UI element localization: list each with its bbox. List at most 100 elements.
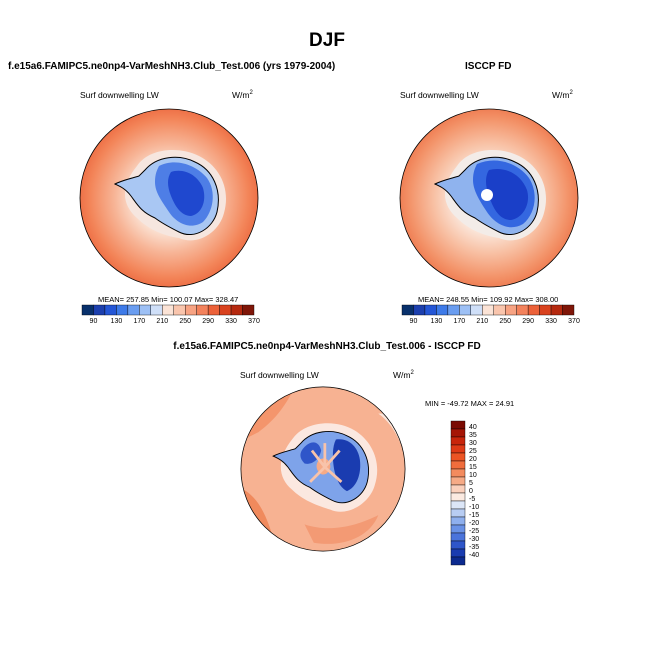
- obs-colorbar-tick-label: 210: [476, 318, 489, 325]
- obs-antarctica-deep: [486, 168, 529, 220]
- obs-colorbar-ticks: 90 130 170 210 250 290 330 370: [402, 318, 580, 328]
- diff-panel-title: f.e15a6.FAMIPC5.ne0np4-VarMeshNH3.Club_T…: [173, 341, 481, 352]
- obs-colorbar-tick-label: 290: [522, 318, 534, 325]
- model-colorbar-swatch: [207, 304, 220, 316]
- figure-title: DJF: [309, 30, 345, 51]
- diff-colorbar-swatch: [450, 444, 466, 454]
- diff-colorbar-swatch: [450, 460, 466, 470]
- diff-colorbar-swatch: [450, 516, 466, 526]
- model-colorbar-swatch: [162, 304, 174, 316]
- diff-colorbar-swatch: [450, 508, 466, 518]
- diff-colorbar-swatch: [450, 556, 466, 566]
- diff-colorbar-tick-label: 15: [469, 464, 477, 471]
- diff-colorbar-swatch: [450, 532, 466, 542]
- diff-colorbar-tick-label: -40: [469, 552, 480, 559]
- model-colorbar-tick-label: 290: [202, 318, 214, 325]
- diff-colorbar-tick-label: -15: [469, 512, 480, 519]
- obs-colorbar-swatch: [482, 304, 494, 316]
- diff-colorbar-swatch: [450, 476, 466, 486]
- model-colorbar-swatch: [219, 304, 232, 316]
- diff-colorbar-swatch: [450, 548, 466, 558]
- obs-colorbar-swatch: [516, 304, 529, 316]
- obs-polar-map: [399, 108, 579, 288]
- diff-colorbar-tick-label: -30: [469, 536, 480, 543]
- obs-colorbar-swatch: [562, 304, 575, 316]
- obs-colorbar-swatch: [550, 304, 563, 316]
- diff-units-label: W/m2: [393, 370, 414, 380]
- diff-colorbar-swatch: [450, 500, 466, 510]
- diff-colorbar-swatch: [450, 420, 466, 430]
- obs-colorbar-tick-label: 370: [568, 318, 580, 325]
- diff-colorbar-tick-label: 30: [469, 440, 477, 447]
- obs-stats: MEAN= 248.55 Min= 109.92 Max= 308.00: [418, 295, 559, 304]
- diff-colorbar-tick-label: -10: [469, 504, 480, 511]
- obs-pole-missing-data: [481, 189, 493, 201]
- diff-colorbar-swatch: [450, 452, 466, 462]
- obs-panel-title: ISCCP FD: [465, 61, 512, 72]
- diff-colorbar: [450, 420, 466, 566]
- model-colorbar-tick-label: 170: [133, 318, 146, 325]
- model-variable-label: Surf downwelling LW: [80, 90, 159, 100]
- model-colorbar-swatch: [242, 304, 255, 316]
- obs-variable-label: Surf downwelling LW: [400, 90, 479, 100]
- diff-ocean-mid-patch: [304, 515, 379, 544]
- model-colorbar: [81, 304, 255, 316]
- obs-colorbar-swatch: [413, 304, 426, 316]
- obs-colorbar: [401, 304, 575, 316]
- model-antarctica-deep: [168, 170, 205, 216]
- obs-colorbar-swatch: [424, 304, 437, 316]
- diff-colorbar-tick-label: 10: [469, 472, 477, 479]
- obs-colorbar-tick-label: 250: [499, 318, 512, 325]
- obs-colorbar-swatch: [470, 304, 483, 316]
- obs-colorbar-swatch: [539, 304, 552, 316]
- diff-polar-map: [240, 386, 406, 552]
- model-colorbar-swatch: [230, 304, 243, 316]
- obs-colorbar-tick-label: 170: [453, 318, 466, 325]
- model-colorbar-swatch: [116, 304, 129, 316]
- model-colorbar-swatch: [81, 304, 94, 316]
- model-colorbar-tick-label: 90: [89, 318, 98, 325]
- obs-colorbar-swatch: [401, 304, 414, 316]
- diff-colorbar-tick-label: -35: [469, 544, 480, 551]
- model-colorbar-swatch: [184, 304, 197, 316]
- model-colorbar-tick-label: 330: [225, 318, 237, 325]
- obs-colorbar-swatch: [493, 304, 506, 316]
- diff-colorbar-swatch: [450, 524, 466, 534]
- diff-colorbar-swatch: [450, 468, 466, 478]
- model-colorbar-swatch: [93, 304, 106, 316]
- diff-colorbar-swatch: [450, 492, 466, 502]
- model-stats: MEAN= 257.85 Min= 100.07 Max= 328.47: [98, 295, 239, 304]
- obs-colorbar-tick-label: 90: [409, 318, 418, 325]
- diff-colorbar-swatch: [450, 484, 466, 494]
- obs-units-label: W/m2: [552, 90, 573, 100]
- model-colorbar-swatch: [173, 304, 186, 316]
- diff-colorbar-tick-label: 40: [469, 424, 477, 431]
- diff-colorbar-tick-label: 25: [469, 448, 477, 455]
- model-colorbar-tick-label: 210: [156, 318, 169, 325]
- obs-colorbar-tick-label: 330: [545, 318, 557, 325]
- diff-colorbar-tick-label: 0: [469, 488, 473, 495]
- diff-antarctica-pole-rays: [309, 443, 343, 483]
- diff-colorbar-swatch: [450, 540, 466, 550]
- diff-colorbar-tick-label: 35: [469, 432, 477, 439]
- model-colorbar-swatch: [150, 304, 163, 316]
- model-colorbar-swatch: [139, 304, 151, 316]
- model-colorbar-tick-label: 130: [110, 318, 123, 325]
- obs-colorbar-swatch: [459, 304, 471, 316]
- diff-colorbar-swatch: [450, 436, 466, 446]
- diff-colorbar-tick-label: -5: [469, 496, 476, 503]
- model-panel-title: f.e15a6.FAMIPC5.ne0np4-VarMeshNH3.Club_T…: [8, 61, 336, 72]
- obs-colorbar-swatch: [504, 304, 517, 316]
- obs-colorbar-swatch: [447, 304, 460, 316]
- model-colorbar-tick-label: 250: [179, 318, 192, 325]
- obs-colorbar-swatch: [436, 304, 449, 316]
- diff-colorbar-tick-label: 5: [469, 480, 473, 487]
- diff-colorbar-swatch: [450, 428, 466, 438]
- diff-variable-label: Surf downwelling LW: [240, 370, 319, 380]
- diff-colorbar-tick-label: -25: [469, 528, 480, 535]
- diff-colorbar-ticks: 40 35 30 25 20 15 10 5 0 -5 -10 -15 -20 -25 -30 -35 -40: [469, 421, 499, 565]
- diff-stats: MIN = -49.72 MAX = 24.91: [425, 399, 515, 408]
- model-colorbar-swatch: [104, 304, 117, 316]
- diff-colorbar-tick-label: -20: [469, 520, 480, 527]
- diff-antarctica-deep-west: [300, 442, 322, 464]
